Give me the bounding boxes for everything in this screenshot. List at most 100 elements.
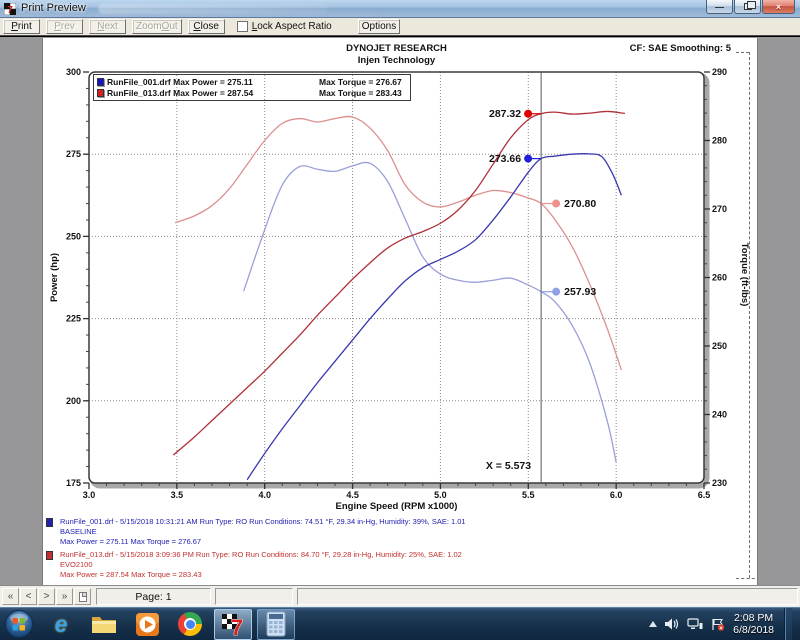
status-panel-3 <box>297 588 798 605</box>
curve-runfile_001-torque <box>243 161 617 463</box>
close-window-button[interactable]: × <box>762 0 795 14</box>
taskbar-item-winpep-7[interactable]: 7 <box>214 608 252 640</box>
x-tick-label: 4.0 <box>258 490 271 500</box>
taskbar: e <box>0 607 800 640</box>
first-page-button[interactable]: « <box>2 588 19 605</box>
cursor-value-label: 287.32 <box>489 108 521 120</box>
curve-runfile_013-torque <box>174 115 623 371</box>
chart-legend: RunFile_001.drf Max Power = 275.11 Max T… <box>93 74 411 101</box>
statusbar: « < > » Page: 1 <box>0 585 800 607</box>
taskbar-item-google-chrome[interactable] <box>171 609 209 640</box>
report-subtitle: Injen Technology <box>357 55 436 66</box>
network-icon[interactable] <box>687 618 703 630</box>
cursor-value-label: 270.80 <box>564 198 596 210</box>
x-tick-label: 6.0 <box>610 490 623 500</box>
next-page-button[interactable]: > <box>38 588 55 605</box>
media-player-icon <box>135 612 159 636</box>
preview-area: 3.0 3.5 4.0 4.5 5.0 5.5 6.0 6.5 175 200 225 250 275 3… <box>0 37 800 585</box>
taskbar-clock[interactable]: 2:08 PM 6/8/2018 <box>733 612 774 636</box>
report-title: DYNOJET RESEARCH <box>346 43 447 54</box>
x-tick-label: 3.0 <box>83 490 96 500</box>
lock-aspect-ratio-checkbox[interactable] <box>236 21 248 32</box>
legend-row: RunFile_001.drf Max Power = 275.11 Max T… <box>97 76 407 87</box>
print-margin-guide <box>749 52 750 578</box>
page-number-panel: Page: 1 <box>96 588 211 605</box>
start-button[interactable] <box>4 609 34 639</box>
legend-label-run2: RunFile_013.drf Max Power = 287.54 <box>107 87 254 98</box>
titlebar: 7 Print Preview — × <box>0 0 800 18</box>
action-center-icon[interactable]: × <box>711 618 725 631</box>
clock-time: 2:08 PM <box>734 612 774 624</box>
right-tick-label: 270 <box>712 204 727 214</box>
right-tick-label: 250 <box>712 341 727 351</box>
taskbar-item-windows-explorer[interactable] <box>85 609 123 640</box>
right-tick-label: 280 <box>712 136 727 146</box>
cursor-value-label: 257.93 <box>564 286 596 298</box>
winpep-icon: 7 <box>222 613 244 638</box>
print-margin-guide-top <box>736 52 749 53</box>
volume-icon[interactable] <box>665 618 679 630</box>
curve-runfile_001-power <box>246 153 623 481</box>
folder-icon <box>92 617 116 633</box>
hidden-icons-button[interactable] <box>649 621 658 627</box>
run2-header: RunFile_013.drf - 5/15/2018 3:09:36 PM R… <box>60 550 462 559</box>
x-tick-label: 3.5 <box>171 490 184 500</box>
document-icon <box>78 591 87 602</box>
run1-header: RunFile_001.drf - 5/15/2018 10:31:21 AM … <box>60 517 466 526</box>
run1-label: BASELINE <box>60 527 97 536</box>
run-info-block: RunFile_001.drf - 5/15/2018 10:31:21 AM … <box>46 517 466 583</box>
x-tick-label: 5.5 <box>522 490 535 500</box>
print-margin-guide-bottom <box>736 578 757 579</box>
taskbar-item-internet-explorer[interactable]: e <box>42 609 80 640</box>
app-icon: 7 <box>4 3 16 15</box>
right-tick-label: 290 <box>712 67 727 77</box>
cursor-dot <box>552 287 561 296</box>
svg-text:×: × <box>719 626 723 631</box>
prev-page-button[interactable]: < <box>20 588 37 605</box>
legend-swatch-run1 <box>97 77 104 86</box>
run-details-1: RunFile_001.drf - 5/15/2018 10:31:21 AM … <box>46 517 466 547</box>
lock-aspect-ratio-label: Lock Aspect Ratio <box>251 21 332 32</box>
taskbar-item-calculator[interactable] <box>257 608 295 640</box>
left-tick-label: 275 <box>66 149 81 159</box>
legend-torque-run1: Max Torque = 276.67 <box>319 76 402 87</box>
clock-date: 6/8/2018 <box>733 624 774 636</box>
right-axis-title: Torque (ft-lbs) <box>739 243 750 307</box>
legend-swatch-run2 <box>97 88 104 97</box>
legend-label-run1: RunFile_001.drf Max Power = 275.11 <box>107 76 253 87</box>
page-icon-button[interactable] <box>74 588 91 605</box>
window-title: Print Preview <box>21 2 86 14</box>
x-axis-title: Engine Speed (RPM x1000) <box>336 501 458 512</box>
left-tick-label: 225 <box>66 314 81 324</box>
left-tick-label: 200 <box>66 396 81 406</box>
right-tick-label: 240 <box>712 410 727 420</box>
last-page-button[interactable]: » <box>56 588 73 605</box>
run-details-2: RunFile_013.drf - 5/15/2018 3:09:36 PM R… <box>46 550 466 580</box>
cursor-dot <box>524 154 533 163</box>
right-tick-label: 260 <box>712 273 727 283</box>
restore-button[interactable] <box>734 0 761 14</box>
show-desktop-button[interactable] <box>784 607 792 640</box>
curve-runfile_013-power <box>172 110 626 456</box>
cursor-x-label: X = 5.573 <box>486 460 531 472</box>
x-tick-label: 4.5 <box>346 490 359 500</box>
run1-maxima: Max Power = 275.11 Max Torque = 276.67 <box>60 537 202 546</box>
svg-text:7: 7 <box>7 5 13 15</box>
run2-label: EVO2100 <box>60 560 93 569</box>
status-panel-2 <box>215 588 293 605</box>
left-tick-label: 175 <box>66 478 81 488</box>
taskbar-item-windows-media-player[interactable] <box>128 609 166 640</box>
left-tick-label: 300 <box>66 67 81 77</box>
left-tick-label: 250 <box>66 231 81 241</box>
run2-color-swatch <box>46 551 53 560</box>
right-tick-label: 230 <box>712 478 727 488</box>
options-button[interactable]: Options <box>357 19 401 34</box>
x-tick-label: 6.5 <box>698 490 711 500</box>
minimize-button[interactable]: — <box>706 0 733 14</box>
